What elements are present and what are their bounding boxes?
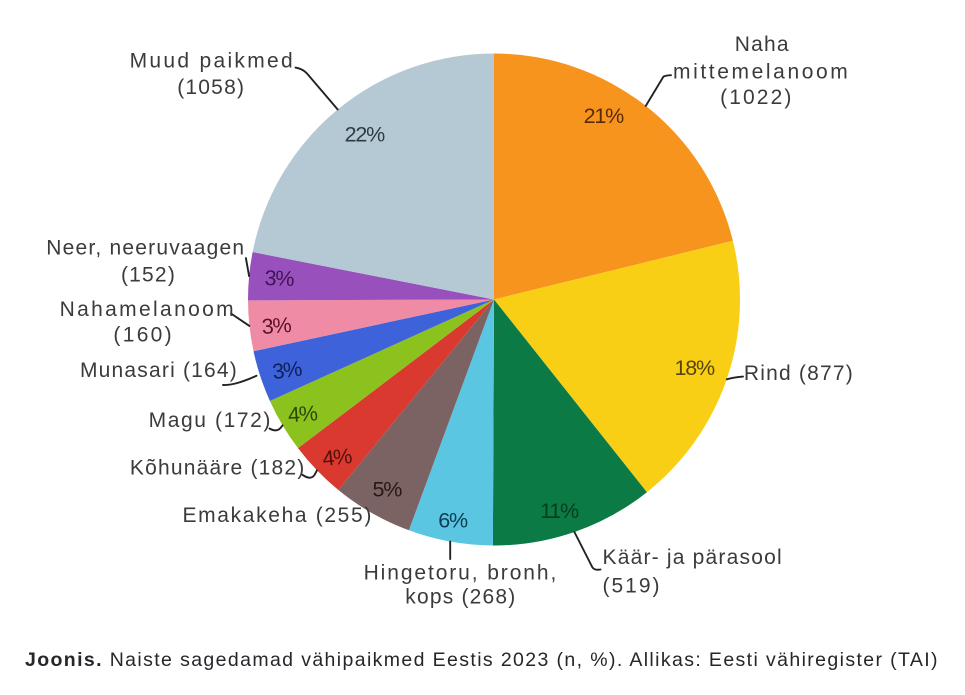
svg-text:3%: 3% — [264, 266, 295, 291]
svg-text:Emakakeha (255): Emakakeha (255) — [182, 504, 373, 527]
svg-text:21%: 21% — [584, 104, 625, 128]
svg-text:6%: 6% — [438, 509, 468, 533]
svg-text:Muud paikmed: Muud paikmed — [130, 50, 295, 73]
svg-text:(160): (160) — [113, 324, 174, 347]
svg-text:3%: 3% — [271, 357, 303, 384]
svg-text:Neer, neeruvaagen: Neer, neeruvaagen — [46, 237, 245, 260]
svg-text:Naha: Naha — [735, 33, 790, 56]
svg-text:(519): (519) — [603, 575, 662, 598]
svg-text:kops (268): kops (268) — [405, 586, 516, 609]
svg-text:(1058): (1058) — [177, 76, 245, 99]
svg-text:Kõhunääre (182): Kõhunääre (182) — [130, 457, 306, 480]
svg-text:(1022): (1022) — [720, 86, 793, 109]
svg-text:18%: 18% — [674, 356, 715, 380]
svg-text:4%: 4% — [321, 444, 353, 471]
svg-text:22%: 22% — [345, 122, 386, 146]
svg-text:Hingetoru, bronh,: Hingetoru, bronh, — [364, 562, 559, 585]
svg-text:Rind (877): Rind (877) — [744, 362, 854, 385]
svg-text:4%: 4% — [287, 401, 318, 427]
svg-text:mittemelanoom: mittemelanoom — [673, 61, 850, 84]
svg-text:Munasari (164): Munasari (164) — [80, 359, 238, 382]
svg-text:Magu (172): Magu (172) — [149, 409, 272, 432]
svg-text:Käär- ja pärasool: Käär- ja pärasool — [603, 546, 783, 569]
svg-text:11%: 11% — [540, 499, 579, 523]
svg-text:5%: 5% — [373, 478, 403, 502]
svg-text:3%: 3% — [261, 313, 292, 339]
svg-text:(152): (152) — [121, 263, 176, 286]
svg-text:Nahamelanoom: Nahamelanoom — [60, 298, 236, 321]
